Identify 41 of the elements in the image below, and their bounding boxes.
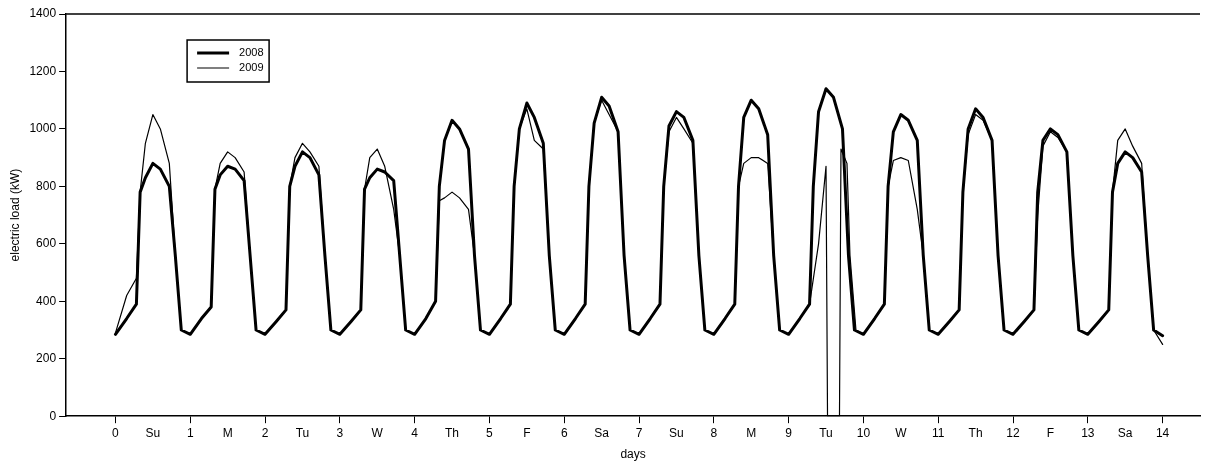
y-tick-label: 1400: [29, 6, 57, 21]
x-tick-label: 10: [856, 425, 871, 440]
x-tick-label: W: [371, 425, 384, 440]
x-tick-label: W: [895, 425, 908, 440]
y-tick-label: 200: [36, 351, 57, 366]
legend-label: 2008: [239, 46, 264, 59]
x-tick-label: 14: [1155, 425, 1170, 440]
x-tick-label: 3: [336, 425, 344, 440]
y-tick-label: 1000: [29, 121, 57, 136]
x-tick-label: Sa: [594, 425, 610, 440]
x-tick-label: 2: [261, 425, 269, 440]
x-tick-label: Th: [968, 425, 983, 440]
y-tick-label: 800: [36, 178, 57, 193]
x-tick-label: 12: [1006, 425, 1020, 440]
x-tick-label: 11: [931, 425, 945, 440]
x-tick-label: F: [523, 425, 531, 440]
y-axis-title: electric load (kW): [7, 168, 22, 262]
x-tick-label: Su: [145, 425, 161, 440]
x-axis-title: days: [620, 447, 646, 462]
x-tick-label: Tu: [819, 425, 833, 440]
x-tick-label: 13: [1081, 425, 1095, 440]
x-tick-label: 4: [411, 425, 419, 440]
x-tick-label: 5: [486, 425, 494, 440]
x-tick-label: 0: [112, 425, 120, 440]
x-tick-label: 1: [186, 425, 194, 440]
x-tick-label: 8: [710, 425, 718, 440]
x-tick-label: 7: [635, 425, 643, 440]
x-tick-label: Th: [445, 425, 460, 440]
x-tick-label: Su: [669, 425, 684, 440]
x-tick-label: 9: [785, 425, 793, 440]
y-tick-label: 400: [36, 293, 57, 308]
x-tick-label: M: [222, 425, 233, 440]
y-tick-label: 1200: [29, 63, 57, 78]
x-tick-label: M: [746, 425, 757, 440]
legend-label: 2009: [239, 61, 264, 74]
x-tick-label: F: [1046, 425, 1055, 440]
x-tick-label: Tu: [295, 425, 310, 440]
y-tick-label: 600: [36, 236, 57, 251]
y-tick-label: 0: [49, 408, 57, 423]
x-tick-label: 6: [560, 425, 568, 440]
x-tick-label: Sa: [1117, 425, 1133, 440]
